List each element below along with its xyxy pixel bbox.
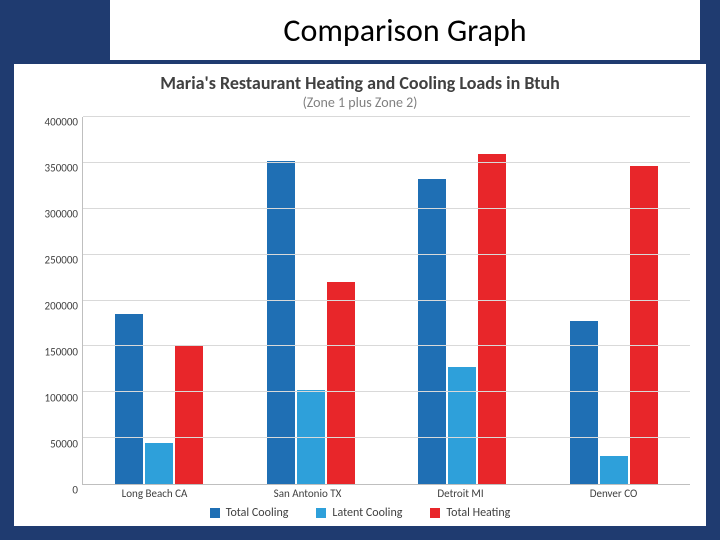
- legend-label: Total Cooling: [226, 506, 289, 520]
- chart-subtitle: (Zone 1 plus Zone 2): [30, 94, 690, 111]
- x-tick-label: Detroit MI: [384, 485, 537, 500]
- gridline: [83, 208, 690, 209]
- x-tick-label: San Antonio TX: [231, 485, 384, 500]
- title-band: Comparison Graph: [110, 0, 700, 60]
- legend-item: Total Cooling: [210, 506, 289, 520]
- bar-groups: [83, 117, 690, 484]
- legend-label: Latent Cooling: [332, 506, 402, 520]
- gridline: [83, 254, 690, 255]
- bar: [478, 154, 506, 484]
- chart-card: Maria's Restaurant Heating and Cooling L…: [14, 64, 706, 526]
- bar-group: [538, 117, 690, 484]
- bar: [418, 179, 446, 484]
- chart-title: Maria's Restaurant Heating and Cooling L…: [30, 72, 690, 94]
- bar-group: [387, 117, 539, 484]
- legend-swatch: [430, 508, 440, 518]
- bar: [600, 456, 628, 484]
- y-axis: 4000003500003000002500002000001500001000…: [30, 117, 82, 485]
- x-tick-label: Long Beach CA: [78, 485, 231, 500]
- legend-label: Total Heating: [446, 506, 510, 520]
- bar: [145, 443, 173, 484]
- slide-title: Comparison Graph: [283, 11, 526, 50]
- gridline: [83, 391, 690, 392]
- legend-swatch: [210, 508, 220, 518]
- x-tick-label: Denver CO: [537, 485, 690, 500]
- bar: [327, 282, 355, 484]
- slide: Comparison Graph Maria's Restaurant Heat…: [0, 0, 720, 540]
- gridline: [83, 437, 690, 438]
- bar: [115, 314, 143, 484]
- plot-area: [82, 117, 690, 485]
- gridline: [83, 116, 690, 117]
- bar: [175, 346, 203, 484]
- bar-group: [83, 117, 235, 484]
- gridline: [83, 345, 690, 346]
- bar: [448, 367, 476, 484]
- gridline: [83, 162, 690, 163]
- legend-item: Total Heating: [430, 506, 510, 520]
- bar-group: [235, 117, 387, 484]
- legend: Total Cooling Latent Cooling Total Heating: [30, 500, 690, 520]
- plot-row: 4000003500003000002500002000001500001000…: [30, 117, 690, 485]
- x-axis: Long Beach CASan Antonio TXDetroit MIDen…: [78, 485, 690, 500]
- bar: [267, 161, 295, 484]
- gridline: [83, 300, 690, 301]
- legend-swatch: [316, 508, 326, 518]
- legend-item: Latent Cooling: [316, 506, 402, 520]
